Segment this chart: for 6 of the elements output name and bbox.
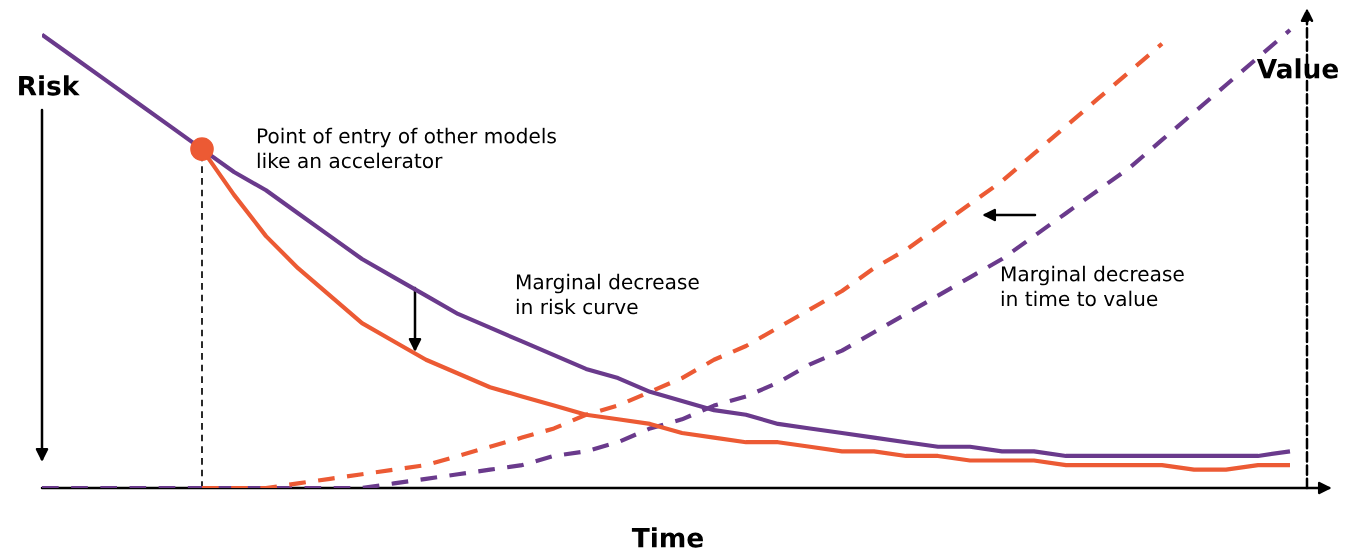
annotation: Marginal decrease in time to value [1001, 265, 1184, 307]
annotation: Point of entry of other models like an accelerator [257, 127, 556, 169]
annotation: Marginal decrease in risk curve [516, 273, 699, 315]
x-axis-title: Time [631, 527, 703, 548]
y-axis-title: Risk [19, 75, 80, 96]
y2-axis-title: Value [1256, 58, 1338, 79]
